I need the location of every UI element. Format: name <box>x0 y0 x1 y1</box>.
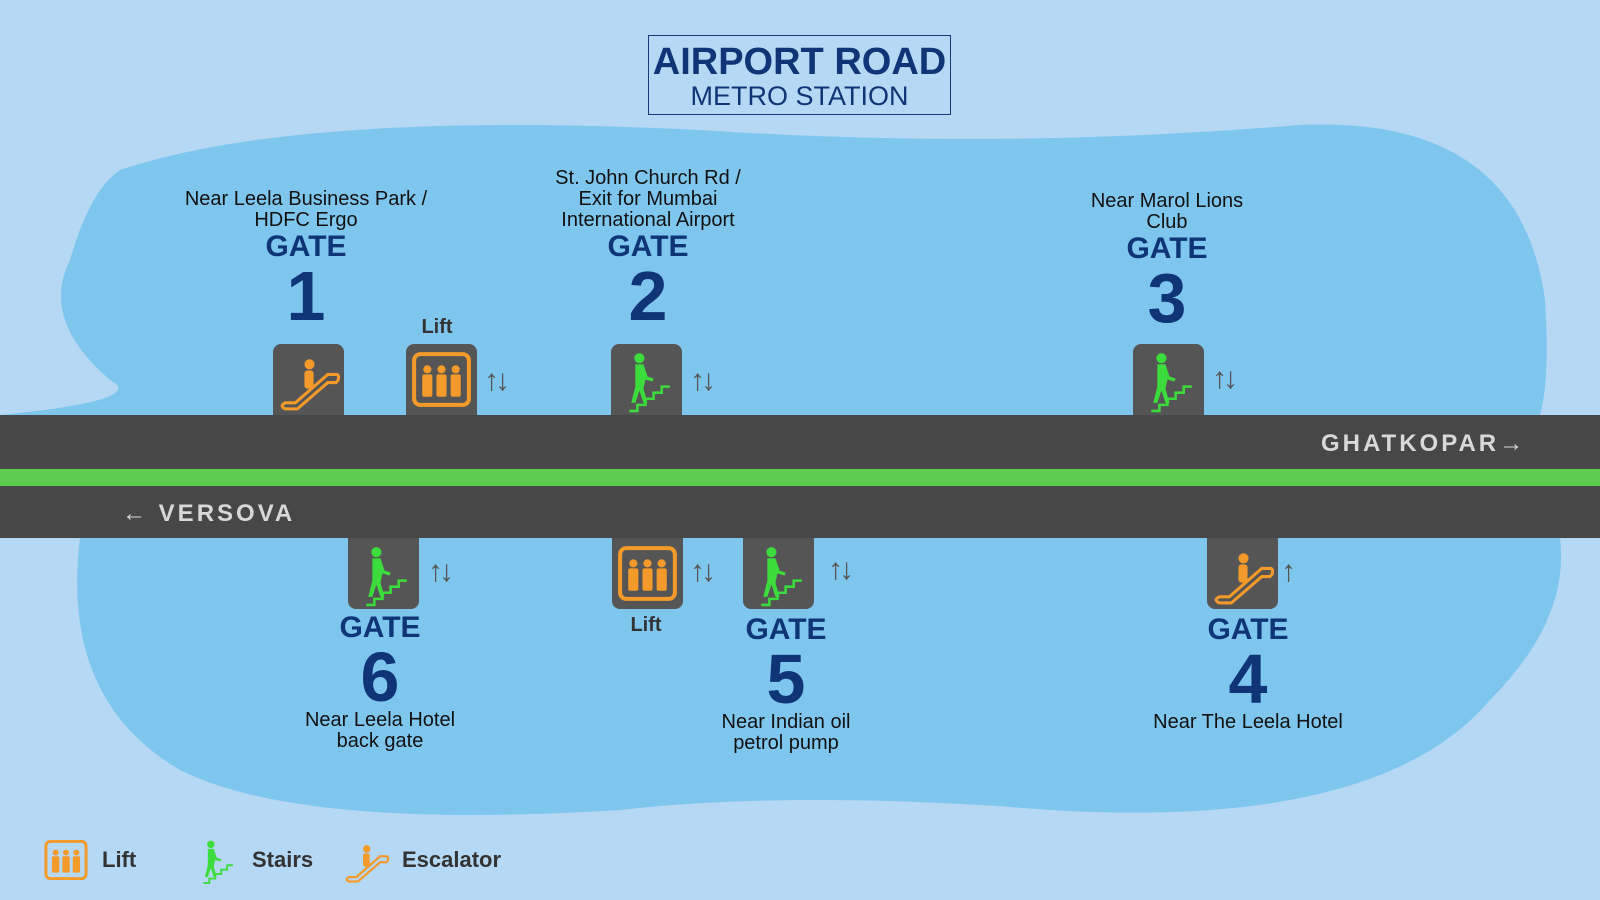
station-name: AIRPORT ROAD <box>652 41 947 83</box>
gate-label: GATE <box>1207 613 1289 646</box>
up-down-arrow-icon: ↑↓ <box>690 364 716 397</box>
gate-number: 6 <box>360 638 400 716</box>
up-down-arrow-icon: ↑↓ <box>1212 362 1238 395</box>
legend-label: Lift <box>102 847 137 872</box>
stairs-icon <box>611 344 682 415</box>
stairs-icon <box>348 538 419 609</box>
track-lower <box>0 486 1600 538</box>
up-down-arrow-icon: ↑↓ <box>428 555 454 588</box>
gate-desc: International Airport <box>561 209 735 231</box>
gate-number: 3 <box>1147 259 1187 337</box>
station-title: AIRPORT ROAD METRO STATION <box>648 35 951 115</box>
gate-number: 4 <box>1228 640 1268 718</box>
lift-label: Lift <box>421 316 453 338</box>
gate-label: GATE <box>339 611 421 644</box>
stairs-icon <box>190 834 242 886</box>
escalator-icon <box>1207 538 1278 609</box>
lift-icon <box>40 834 92 886</box>
gate-3: Near Marol Lions Club GATE 3 <box>1007 190 1327 337</box>
green-line <box>0 469 1600 486</box>
direction-versova: ← VERSOVA <box>122 500 296 527</box>
up-arrow-icon: ↑ <box>1281 555 1296 588</box>
gate-label: GATE <box>607 230 689 263</box>
arrow-right-icon: → <box>1499 430 1527 457</box>
gate-number: 2 <box>628 257 668 335</box>
track-upper <box>0 415 1600 469</box>
gate-4: GATE 4 Near The Leela Hotel <box>1088 614 1408 733</box>
lift-label: Lift <box>630 614 662 636</box>
gate-6: GATE 6 Near Leela Hotel back gate <box>220 612 540 752</box>
gate-desc: Near Marol Lions <box>1090 190 1244 212</box>
direction-ghatkopar: GHATKOPAR→ <box>1321 430 1527 457</box>
station-subtitle: METRO STATION <box>690 81 909 111</box>
gate-number: 1 <box>286 257 326 335</box>
lift-icon <box>406 344 477 415</box>
gate-desc: Exit for Mumbai <box>578 188 718 210</box>
lift-icon <box>612 538 683 609</box>
gate-label: GATE <box>265 230 347 263</box>
gate-1: Near Leela Business Park / HDFC Ergo GATE… <box>146 188 466 335</box>
gate-desc: HDFC Ergo <box>254 209 358 231</box>
gate-desc: back gate <box>336 730 424 752</box>
gate-number: 5 <box>766 640 806 718</box>
gate-desc: St. John Church Rd / <box>555 167 741 189</box>
up-down-arrow-icon: ↑↓ <box>690 555 716 588</box>
legend-lift: Lift <box>40 834 136 886</box>
gate-desc: Near The Leela Hotel <box>1153 711 1343 733</box>
legend-label: Escalator <box>402 847 502 872</box>
gate-desc: Near Leela Business Park / <box>184 188 428 210</box>
stairs-icon <box>743 538 814 609</box>
escalator-icon <box>340 834 392 886</box>
gate-label: GATE <box>745 613 827 646</box>
legend-stairs: Stairs <box>190 834 313 886</box>
gate-desc: petrol pump <box>733 732 839 754</box>
arrow-left-icon: ← <box>122 500 149 527</box>
stairs-icon <box>1133 344 1204 415</box>
gate-label: GATE <box>1126 232 1208 265</box>
up-down-arrow-icon: ↑↓ <box>484 364 510 397</box>
gate-desc: Near Indian oil <box>721 711 851 733</box>
escalator-icon <box>273 344 344 415</box>
gate-desc: Club <box>1146 211 1188 233</box>
up-down-arrow-icon: ↑↓ <box>828 553 854 586</box>
legend-label: Stairs <box>252 847 314 872</box>
gate-5: GATE 5 Near Indian oil petrol pump <box>626 614 946 754</box>
gate-desc: Near Leela Hotel <box>304 709 456 731</box>
gate-2: St. John Church Rd / Exit for Mumbai Inter… <box>488 167 808 335</box>
legend-escalator: Escalator <box>340 834 501 886</box>
